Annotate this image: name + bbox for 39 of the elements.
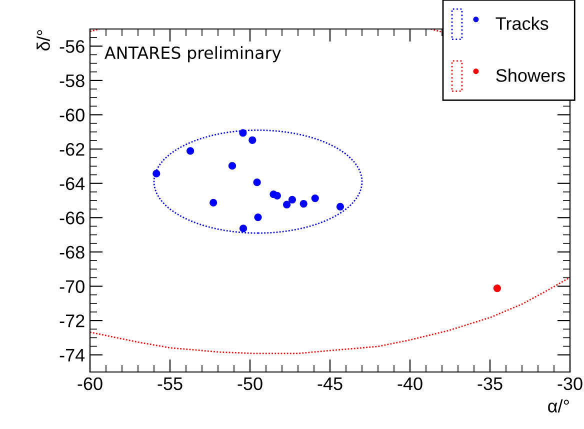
y-axis-title: δ/° (36, 30, 50, 51)
point (282, 200, 291, 208)
y-tick-label: -68 (60, 246, 84, 259)
point (210, 198, 218, 207)
x-tick-label: -40 (398, 377, 422, 390)
x-tick-label: -55 (158, 378, 182, 390)
line-series (90, 276, 570, 354)
point (300, 200, 308, 208)
y-tick-label: -66 (60, 212, 84, 224)
legend-label: Tracks (496, 16, 548, 30)
y-tick-label: -62 (60, 142, 84, 156)
y-tick-label: -70 (60, 280, 84, 293)
y-tick-label: -74 (60, 348, 85, 362)
x-tick-label: -60 (78, 377, 102, 390)
x-tick-label: -30 (558, 377, 582, 390)
x-axis-title: α/° (548, 399, 569, 413)
point (248, 136, 256, 144)
y-tick-label: -60 (60, 108, 84, 122)
y-tick-label: -56 (60, 40, 84, 53)
y-tick-label: -72 (60, 314, 84, 328)
annotation: ANTARES preliminary (104, 46, 281, 62)
y-tick-label: -58 (60, 74, 84, 88)
point (311, 194, 319, 202)
point (239, 129, 247, 137)
point (152, 170, 160, 178)
x-tick-label: -45 (318, 378, 342, 390)
point (493, 284, 502, 292)
point (288, 196, 296, 204)
point (253, 178, 261, 186)
point (273, 192, 282, 200)
x-tick-label: -35 (478, 377, 502, 390)
point (186, 147, 194, 155)
point (239, 224, 248, 232)
point (254, 213, 262, 222)
x-tick-label: -50 (238, 377, 262, 390)
point (336, 202, 344, 210)
point (228, 162, 236, 170)
legend-label: Showers (496, 68, 565, 82)
y-tick-label: -64 (60, 177, 85, 190)
